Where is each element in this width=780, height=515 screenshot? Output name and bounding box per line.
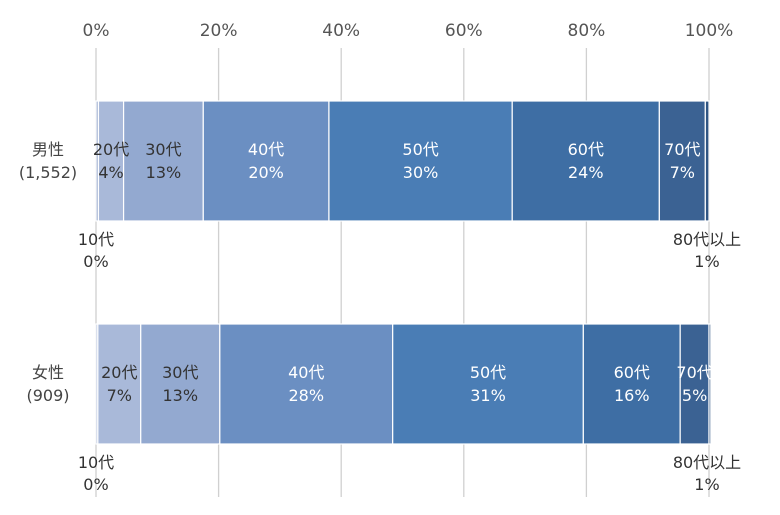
segment-name: 80代以上 bbox=[673, 453, 741, 472]
segment-label: 40代 20% bbox=[248, 140, 284, 182]
segment-label: 30代 13% bbox=[162, 363, 198, 405]
segment-name: 30代 bbox=[162, 363, 198, 382]
x-tick-label: 100% bbox=[685, 21, 734, 41]
segment-value: 13% bbox=[163, 386, 199, 405]
segment-value: 24% bbox=[568, 163, 604, 182]
segment-label: 40代 28% bbox=[288, 363, 324, 405]
bar-segment bbox=[679, 323, 710, 445]
segment-name: 70代 bbox=[676, 363, 712, 382]
bar-segment bbox=[658, 100, 706, 222]
x-tick-label: 40% bbox=[322, 21, 360, 41]
bar-segment bbox=[328, 100, 513, 222]
segment-name: 40代 bbox=[248, 140, 284, 159]
category-count: (909) bbox=[26, 386, 69, 405]
segment-value: 5% bbox=[682, 386, 707, 405]
segment-label: 60代 24% bbox=[568, 140, 604, 182]
segment-value: 16% bbox=[614, 386, 650, 405]
segment-label-outside: 10代 0% bbox=[78, 230, 114, 271]
category-name: 女性 bbox=[32, 363, 64, 382]
segment-name: 10代 bbox=[78, 230, 114, 249]
segment-label: 50代 31% bbox=[470, 363, 506, 405]
segment-value: 1% bbox=[694, 475, 719, 494]
segment-label: 20代 7% bbox=[101, 363, 137, 405]
x-tick-label: 60% bbox=[445, 21, 483, 41]
segment-name: 20代 bbox=[101, 363, 137, 382]
segment-label: 30代 13% bbox=[145, 140, 181, 182]
segment-value: 20% bbox=[248, 163, 284, 182]
segment-label: 70代 5% bbox=[676, 363, 712, 405]
bar-segment bbox=[511, 100, 660, 222]
segment-label: 50代 30% bbox=[402, 140, 438, 182]
segment-name: 30代 bbox=[145, 140, 181, 159]
segment-value: 7% bbox=[107, 386, 132, 405]
category-label: 女性 (909) bbox=[26, 363, 69, 405]
bar-segment bbox=[202, 100, 330, 222]
segment-name: 80代以上 bbox=[673, 230, 741, 249]
x-tick-label: 80% bbox=[568, 21, 606, 41]
bar-segment bbox=[219, 323, 394, 445]
segment-labels: 10代 0%20代 4%30代 13%40代 20%50代 30%60代 24%70代 7%8… bbox=[78, 140, 741, 494]
segment-value: 0% bbox=[83, 475, 108, 494]
bars bbox=[95, 100, 712, 445]
segment-value: 0% bbox=[83, 252, 108, 271]
segment-value: 28% bbox=[288, 386, 324, 405]
x-tick-label: 0% bbox=[83, 21, 110, 41]
segment-value: 30% bbox=[403, 163, 439, 182]
bar-segment bbox=[392, 323, 584, 445]
segment-name: 60代 bbox=[614, 363, 650, 382]
category-name: 男性 bbox=[32, 140, 64, 159]
bar-segment bbox=[97, 323, 142, 445]
segment-value: 31% bbox=[470, 386, 506, 405]
segment-label: 60代 16% bbox=[614, 363, 650, 405]
bar-segment bbox=[704, 100, 710, 222]
bar-segment bbox=[140, 323, 221, 445]
segment-label: 70代 7% bbox=[664, 140, 700, 182]
bar-segment bbox=[122, 100, 204, 222]
x-tick-label: 20% bbox=[200, 21, 238, 41]
segment-value: 7% bbox=[670, 163, 695, 182]
bar-segment bbox=[708, 323, 712, 445]
segment-name: 50代 bbox=[402, 140, 438, 159]
segment-value: 4% bbox=[98, 163, 123, 182]
segment-value: 1% bbox=[694, 252, 719, 271]
segment-name: 20代 bbox=[93, 140, 129, 159]
segment-name: 10代 bbox=[78, 453, 114, 472]
segment-name: 60代 bbox=[568, 140, 604, 159]
segment-label: 20代 4% bbox=[93, 140, 129, 182]
segment-name: 40代 bbox=[288, 363, 324, 382]
segment-value: 13% bbox=[146, 163, 182, 182]
category-label: 男性 (1,552) bbox=[19, 140, 77, 182]
segment-label-outside: 80代以上 1% bbox=[673, 230, 741, 271]
category-labels: 男性 (1,552) 女性 (909) bbox=[19, 140, 77, 405]
segment-label-outside: 10代 0% bbox=[78, 453, 114, 494]
category-count: (1,552) bbox=[19, 163, 77, 182]
bar-segment bbox=[582, 323, 681, 445]
segment-name: 70代 bbox=[664, 140, 700, 159]
segment-name: 50代 bbox=[470, 363, 506, 382]
x-axis-ticks: 0% 20% 40% 60% 80% 100% bbox=[83, 21, 734, 41]
bar-segment bbox=[97, 100, 125, 222]
segment-label-outside: 80代以上 1% bbox=[673, 453, 741, 494]
